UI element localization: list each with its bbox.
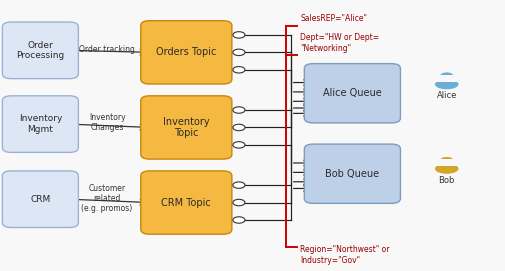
Text: Alice Queue: Alice Queue [322, 88, 381, 98]
Circle shape [232, 67, 244, 73]
Text: Region="Northwest" or
Industry="Gov": Region="Northwest" or Industry="Gov" [299, 245, 389, 264]
Circle shape [232, 182, 244, 188]
Text: Orders Topic: Orders Topic [156, 47, 216, 57]
Text: Alice: Alice [436, 91, 456, 101]
Text: Bob Queue: Bob Queue [325, 169, 379, 179]
Circle shape [439, 157, 452, 164]
Circle shape [232, 217, 244, 223]
FancyBboxPatch shape [430, 159, 462, 166]
Text: Inventory
Mgmt: Inventory Mgmt [19, 114, 62, 134]
Text: Order tracking: Order tracking [79, 45, 135, 54]
Circle shape [232, 49, 244, 56]
Circle shape [232, 199, 244, 206]
FancyBboxPatch shape [140, 171, 231, 234]
FancyBboxPatch shape [304, 144, 399, 203]
Text: CRM Topic: CRM Topic [161, 198, 211, 208]
Text: SalesREP="Alice": SalesREP="Alice" [299, 14, 367, 23]
Circle shape [232, 124, 244, 131]
Circle shape [232, 107, 244, 113]
Circle shape [232, 32, 244, 38]
Text: Bob: Bob [438, 176, 454, 185]
Circle shape [439, 72, 452, 80]
FancyBboxPatch shape [3, 22, 78, 79]
Circle shape [232, 142, 244, 148]
Ellipse shape [434, 79, 458, 89]
FancyBboxPatch shape [3, 96, 78, 152]
Text: Dept="HW or Dept=
"Networking": Dept="HW or Dept= "Networking" [299, 33, 379, 53]
Text: Order
Processing: Order Processing [16, 41, 64, 60]
FancyBboxPatch shape [140, 21, 231, 84]
Text: CRM: CRM [30, 195, 50, 204]
FancyBboxPatch shape [304, 64, 399, 123]
FancyBboxPatch shape [3, 171, 78, 227]
Text: Inventory
Topic: Inventory Topic [163, 117, 209, 138]
Text: Inventory
Changes: Inventory Changes [88, 113, 125, 132]
FancyBboxPatch shape [140, 96, 231, 159]
Text: Customer
related
(e.g. promos): Customer related (e.g. promos) [81, 184, 132, 214]
FancyBboxPatch shape [430, 75, 462, 82]
Ellipse shape [434, 164, 458, 174]
